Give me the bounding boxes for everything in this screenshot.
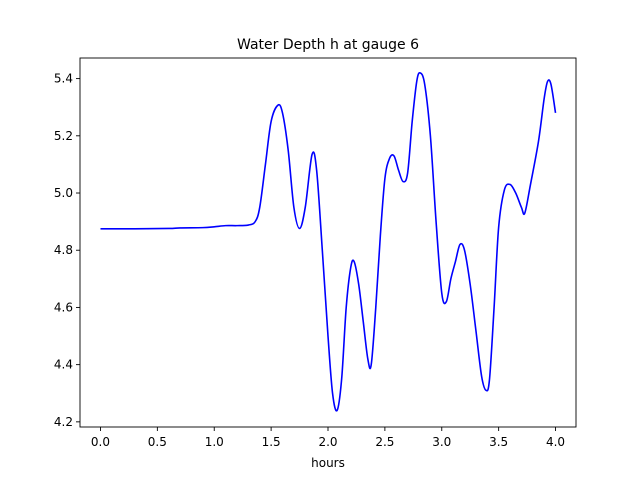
y-tick-label: 5.4 bbox=[54, 72, 73, 86]
x-tick-label: 2.0 bbox=[318, 435, 337, 449]
x-tick-label: 3.0 bbox=[432, 435, 451, 449]
x-tick-label: 0.0 bbox=[91, 435, 110, 449]
y-tick-label: 4.2 bbox=[54, 415, 73, 429]
y-tick-label: 4.6 bbox=[54, 300, 73, 314]
x-tick-label: 1.0 bbox=[205, 435, 224, 449]
x-tick-label: 4.0 bbox=[546, 435, 565, 449]
x-tick-label: 3.5 bbox=[489, 435, 508, 449]
x-tick-label: 0.5 bbox=[148, 435, 167, 449]
plot-frame bbox=[79, 57, 577, 428]
y-tick-label: 4.8 bbox=[54, 243, 73, 257]
y-tick-label: 4.4 bbox=[54, 358, 73, 372]
y-tick-label: 5.0 bbox=[54, 186, 73, 200]
chart-title: Water Depth h at gauge 6 bbox=[237, 37, 419, 53]
y-tick-label: 5.2 bbox=[54, 129, 73, 143]
x-axis-label: hours bbox=[311, 456, 345, 470]
x-tick-label: 2.5 bbox=[375, 435, 394, 449]
series-line-0 bbox=[100, 71, 557, 412]
x-tick-label: 1.5 bbox=[262, 435, 281, 449]
